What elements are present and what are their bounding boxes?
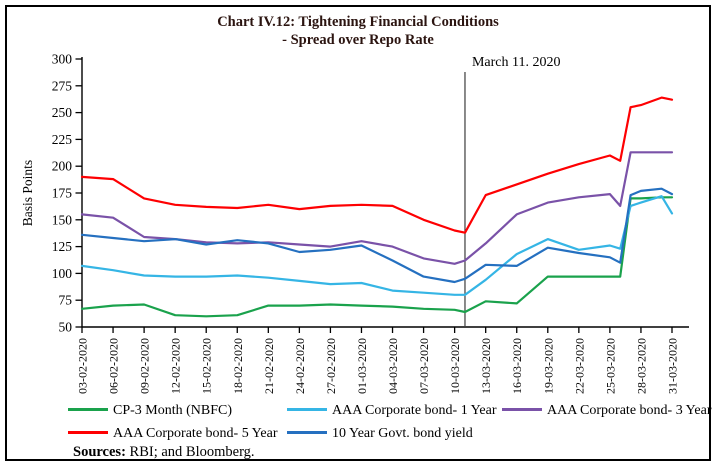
y-tick-label: 125 bbox=[52, 239, 73, 254]
x-tick-label: 22-03-2020 bbox=[572, 338, 586, 394]
x-tick-label: 10-03-2020 bbox=[448, 338, 462, 394]
x-tick-label: 07-03-2020 bbox=[417, 338, 431, 394]
y-tick-label: 50 bbox=[59, 320, 73, 335]
series-line-2 bbox=[80, 151, 674, 265]
y-tick-label: 200 bbox=[52, 159, 73, 174]
y-tick-label: 300 bbox=[52, 52, 73, 67]
y-axis-title: Basis Points bbox=[20, 160, 35, 226]
x-tick-label: 21-02-2020 bbox=[262, 338, 276, 394]
sources-note: Sources: RBI; and Bloomberg. bbox=[73, 444, 255, 461]
x-tick-label: 12-02-2020 bbox=[169, 338, 183, 394]
x-tick-label: 03-02-2020 bbox=[76, 338, 90, 394]
y-tick-label: 250 bbox=[52, 105, 73, 120]
sources-text: RBI; and Bloomberg. bbox=[125, 444, 255, 460]
sources-label: Sources: bbox=[73, 444, 126, 460]
x-tick-label: 25-03-2020 bbox=[603, 338, 617, 394]
x-tick-label: 18-02-2020 bbox=[231, 338, 245, 394]
spread-over-repo-line-chart: 50 75 100 125 150 175 200 225 250 275 300 Basis Poi… bbox=[20, 52, 689, 394]
series-line-4 bbox=[80, 187, 674, 284]
y-tick-label: 150 bbox=[52, 212, 73, 227]
chart-subtitle: - Spread over Repo Rate bbox=[282, 32, 434, 49]
y-tick-label: 100 bbox=[52, 266, 73, 281]
y-tick-label: 75 bbox=[59, 293, 73, 308]
x-tick-label: 09-02-2020 bbox=[138, 338, 152, 394]
chart-title: Chart IV.12: Tightening Financial Condit… bbox=[217, 14, 499, 30]
x-tick-label: 27-02-2020 bbox=[324, 338, 338, 394]
chart-border-frame: Chart IV.12: Tightening Financial Condit… bbox=[5, 5, 711, 461]
y-tick-label: 175 bbox=[52, 186, 73, 201]
chart-title-block: Chart IV.12: Tightening Financial Condit… bbox=[7, 13, 709, 49]
x-tick-label: 01-03-2020 bbox=[355, 338, 369, 394]
series-line-3 bbox=[80, 96, 674, 234]
march-11-annotation-label: March 11. 2020 bbox=[472, 55, 561, 70]
series-line-0 bbox=[80, 196, 674, 318]
x-tick-label: 13-03-2020 bbox=[479, 338, 493, 394]
x-tick-label: 04-03-2020 bbox=[386, 338, 400, 394]
series-line-1 bbox=[80, 195, 674, 296]
x-tick-label: 19-03-2020 bbox=[541, 338, 555, 394]
x-tick-label: 28-03-2020 bbox=[634, 338, 648, 394]
y-tick-label: 225 bbox=[52, 132, 73, 147]
x-tick-label: 24-02-2020 bbox=[293, 338, 307, 394]
x-tick-label: 06-02-2020 bbox=[107, 338, 121, 394]
x-tick-label: 31-03-2020 bbox=[666, 338, 680, 394]
x-tick-label: 15-02-2020 bbox=[200, 338, 214, 394]
y-tick-label: 275 bbox=[52, 78, 73, 93]
x-tick-label: 16-03-2020 bbox=[510, 338, 524, 394]
